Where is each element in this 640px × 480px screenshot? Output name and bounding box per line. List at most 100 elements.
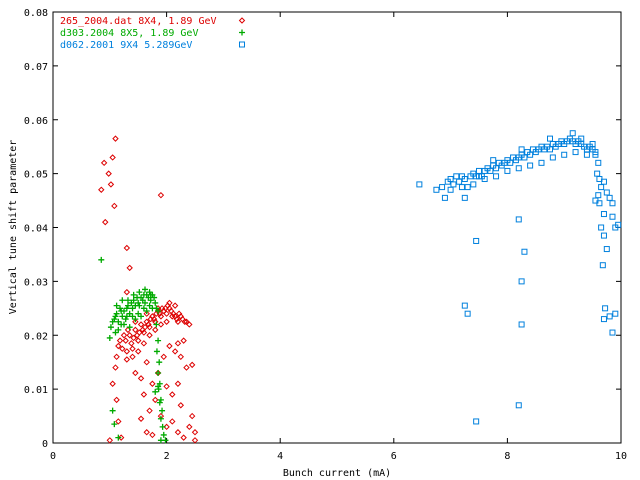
data-point [606, 313, 613, 320]
data-point [119, 297, 126, 304]
data-point [126, 310, 133, 317]
data-point [126, 264, 133, 272]
data-point [140, 340, 148, 347]
data-point [143, 358, 150, 366]
data-point [169, 418, 176, 425]
data-point [124, 302, 131, 309]
data-point [583, 151, 590, 158]
data-point [603, 189, 610, 196]
data-point [113, 353, 120, 361]
x-tick-label: 10 [615, 451, 627, 462]
x-tick-label: 6 [391, 451, 397, 462]
y-tick-label: 0.05 [24, 170, 48, 181]
series-3 [416, 130, 622, 425]
data-points [98, 130, 622, 444]
data-point [157, 396, 164, 403]
data-point [592, 151, 599, 158]
data-point [439, 184, 446, 191]
data-point [163, 383, 170, 390]
data-point [140, 329, 148, 336]
data-point [595, 192, 602, 199]
x-tick-label: 2 [164, 451, 170, 462]
data-point [527, 162, 534, 169]
data-point [120, 332, 128, 339]
legend-marker [238, 17, 246, 24]
data-point [126, 324, 133, 331]
data-point [123, 313, 130, 320]
legend-label: d062.2001 9X4 5.289GeV [60, 40, 192, 51]
x-axis-label: Bunch current (mA) [283, 468, 391, 479]
data-point [599, 262, 606, 269]
data-point [143, 308, 150, 315]
data-point [157, 313, 165, 320]
data-point [598, 184, 605, 191]
data-point [111, 421, 118, 428]
data-point [600, 178, 607, 185]
data-point [470, 181, 477, 188]
data-point [157, 321, 165, 328]
data-point [493, 173, 500, 180]
data-point [561, 151, 568, 158]
data-point [106, 437, 114, 444]
legend-label: d303.2004 8X5, 1.89 GeV [60, 28, 198, 39]
data-point [122, 316, 129, 323]
data-point [188, 361, 196, 369]
data-point [119, 345, 126, 352]
y-tick-label: 0.01 [24, 385, 48, 396]
data-point [166, 299, 173, 307]
data-point [609, 213, 616, 220]
data-point [191, 429, 199, 436]
data-point [118, 308, 125, 315]
data-point [129, 345, 136, 352]
data-point [140, 305, 147, 312]
data-point [549, 154, 556, 161]
data-point [476, 173, 482, 180]
data-point [600, 316, 607, 323]
data-point [112, 364, 119, 371]
data-point [162, 437, 169, 444]
data-point [453, 173, 460, 180]
data-point [102, 218, 109, 226]
data-point [109, 407, 116, 414]
data-point [606, 194, 613, 201]
data-point [594, 170, 601, 177]
data-point [578, 135, 585, 142]
y-tick-label: 0 [42, 439, 48, 450]
y-tick-label: 0.07 [24, 62, 48, 73]
data-point [128, 340, 135, 347]
data-point [450, 181, 457, 188]
data-point [612, 310, 619, 317]
axis-ticks: 0 2 4 6 8 10 0 0.01 0.02 0.03 0.04 0.05 0.06 0.07 0.08 [24, 8, 627, 462]
y-tick-label: 0.03 [24, 277, 48, 288]
data-point [538, 159, 545, 166]
data-point [152, 396, 159, 404]
data-point [521, 248, 528, 255]
data-point [142, 299, 149, 306]
data-point [137, 375, 145, 382]
data-point [515, 165, 522, 172]
data-point [115, 326, 122, 333]
data-point [130, 291, 137, 298]
data-point [129, 353, 136, 361]
data-point [600, 232, 607, 239]
data-point [180, 337, 187, 344]
data-point [416, 181, 423, 188]
data-point [132, 318, 139, 325]
data-point [433, 186, 440, 193]
data-point [476, 167, 482, 174]
series-2 [98, 256, 169, 444]
data-point [155, 337, 162, 344]
data-point [152, 388, 159, 395]
data-point [115, 418, 122, 425]
data-point [132, 369, 139, 377]
data-point [123, 356, 131, 363]
data-point [113, 302, 120, 309]
data-point [174, 380, 182, 387]
data-point [147, 297, 154, 304]
data-point [461, 176, 468, 183]
data-point [174, 340, 182, 347]
data-point [141, 323, 149, 331]
data-point [146, 407, 153, 414]
